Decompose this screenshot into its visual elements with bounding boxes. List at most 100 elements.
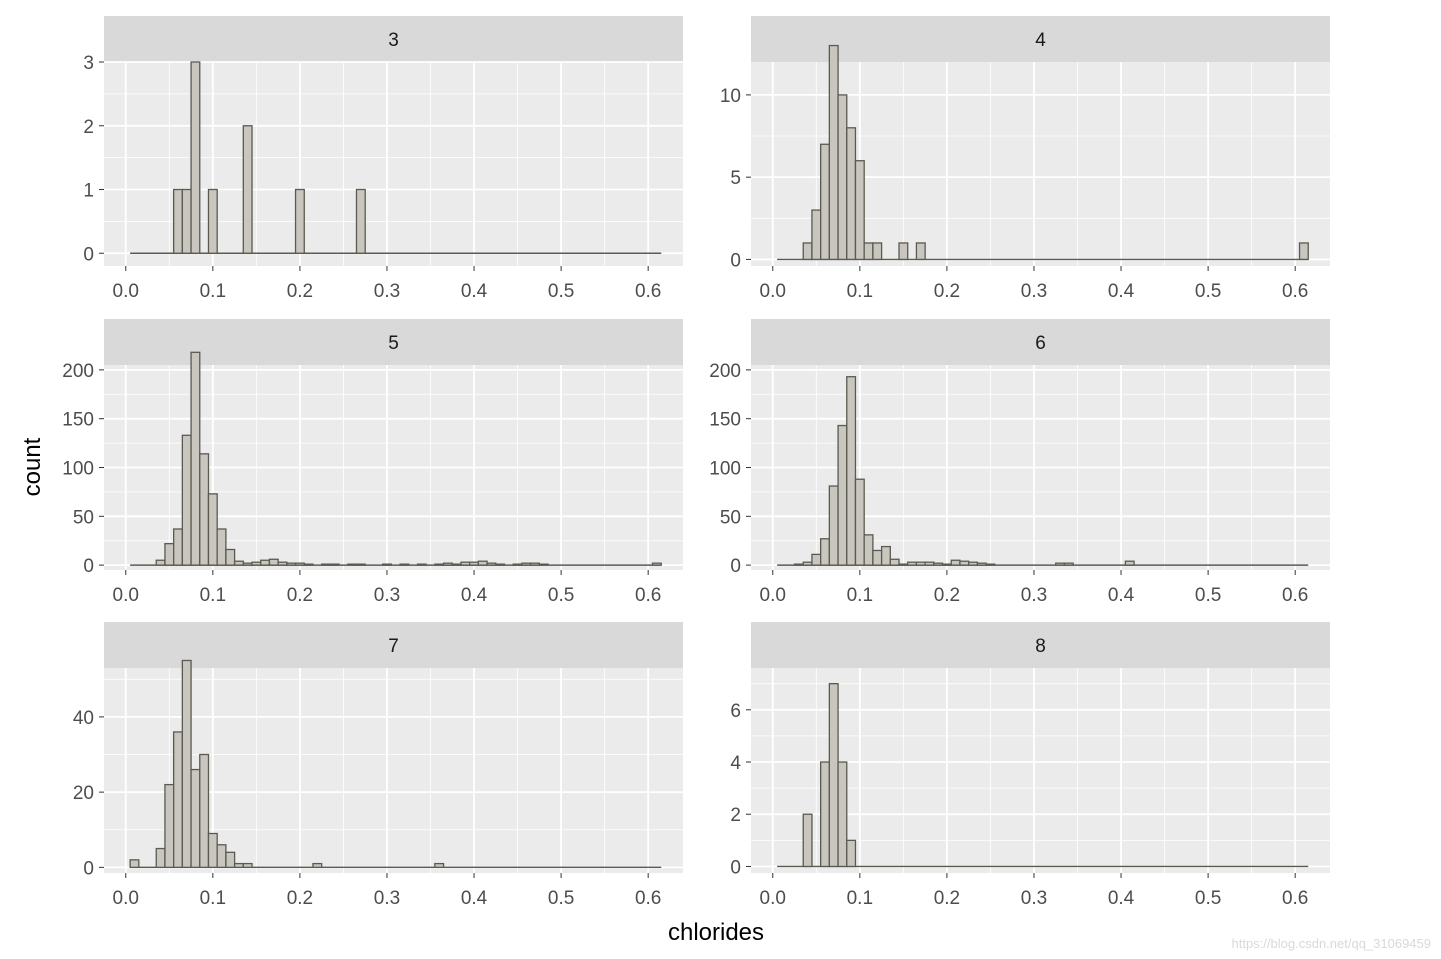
histogram-bar <box>294 188 305 254</box>
x-tick-label: 0.2 <box>934 281 960 302</box>
histogram-bar <box>225 851 236 869</box>
histogram-bar <box>1124 560 1135 566</box>
histogram-bar <box>941 563 952 566</box>
histogram-bar <box>521 562 532 566</box>
facet-strip-label: 7 <box>388 636 399 657</box>
y-tick-label: 1 <box>83 181 94 202</box>
histogram-bar <box>347 563 358 566</box>
y-tick-label: 0 <box>83 556 94 577</box>
y-tick-label: 0 <box>730 556 741 577</box>
histogram-bar <box>286 562 297 566</box>
histogram-bar <box>155 847 166 869</box>
facet-strip-6 <box>751 319 1330 365</box>
histogram-bar <box>181 434 192 566</box>
y-tick-label: 0 <box>730 857 741 878</box>
histogram-bar <box>329 563 340 566</box>
histogram-bar <box>968 561 979 566</box>
x-tick-label: 0.2 <box>287 888 313 909</box>
histogram-bar <box>173 731 184 869</box>
histogram-bar <box>820 538 831 566</box>
x-tick-label: 0.5 <box>548 281 574 302</box>
facet-strip-7 <box>104 622 683 668</box>
histogram-bar <box>442 562 453 566</box>
x-tick-label: 0.2 <box>287 585 313 606</box>
x-tick-label: 0.4 <box>461 888 488 909</box>
y-tick-label: 4 <box>730 753 741 774</box>
histogram-bar <box>216 844 227 869</box>
x-tick-label: 0.1 <box>200 888 226 909</box>
histogram-bar <box>837 94 848 261</box>
histogram-bar <box>451 563 462 566</box>
x-tick-label: 0.1 <box>200 281 226 302</box>
x-tick-label: 0.4 <box>461 281 488 302</box>
facet-strip-5 <box>104 319 683 365</box>
histogram-bar <box>820 761 831 868</box>
watermark-text: https://blog.csdn.net/qq_31069459 <box>1231 936 1432 951</box>
y-tick-label: 20 <box>73 783 94 804</box>
x-tick-label: 0.2 <box>934 585 960 606</box>
y-axis-title: count <box>19 437 46 496</box>
histogram-bar <box>907 561 918 566</box>
histogram-bar <box>155 559 166 566</box>
histogram-bar <box>277 561 288 566</box>
histogram-bar <box>898 563 909 566</box>
histogram-bar <box>950 559 961 566</box>
x-tick-label: 0.6 <box>635 281 661 302</box>
y-tick-label: 6 <box>730 701 741 722</box>
histogram-bar <box>164 783 175 869</box>
histogram-bar <box>190 351 201 566</box>
histogram-bar <box>268 558 279 566</box>
x-tick-label: 0.3 <box>374 281 400 302</box>
x-tick-label: 0.3 <box>1021 585 1047 606</box>
histogram-bar <box>933 562 944 566</box>
panel-background-8 <box>751 668 1330 873</box>
x-tick-label: 0.2 <box>934 888 960 909</box>
histogram-bar <box>880 545 891 566</box>
y-tick-label: 150 <box>62 410 94 431</box>
x-tick-label: 0.2 <box>287 281 313 302</box>
y-tick-label: 200 <box>709 361 741 382</box>
histogram-bar <box>837 761 848 868</box>
histogram-bar <box>898 242 909 261</box>
histogram-bar <box>460 561 471 566</box>
histogram-bar <box>495 563 506 566</box>
x-tick-label: 0.3 <box>1021 281 1047 302</box>
x-tick-label: 0.6 <box>635 585 661 606</box>
y-tick-label: 3 <box>83 53 94 74</box>
x-tick-label: 0.6 <box>1282 585 1308 606</box>
histogram-bar <box>303 563 314 566</box>
y-tick-label: 2 <box>83 117 94 138</box>
y-tick-label: 100 <box>709 459 741 480</box>
y-tick-label: 0 <box>730 250 741 271</box>
x-tick-label: 0.6 <box>1282 281 1308 302</box>
x-tick-label: 0.0 <box>113 585 139 606</box>
x-tick-label: 0.6 <box>635 888 661 909</box>
x-tick-label: 0.5 <box>548 585 574 606</box>
y-tick-label: 200 <box>62 361 94 382</box>
x-tick-label: 0.3 <box>374 888 400 909</box>
histogram-bar <box>164 542 175 566</box>
histogram-bar <box>190 768 201 869</box>
histogram-bar <box>233 560 244 566</box>
histogram-bar <box>872 549 883 566</box>
x-tick-label: 0.1 <box>200 585 226 606</box>
histogram-bar <box>242 125 253 254</box>
histogram-bar <box>486 562 497 566</box>
facet-strip-4 <box>751 16 1330 62</box>
x-tick-label: 0.5 <box>1195 281 1221 302</box>
histogram-bar <box>173 528 184 566</box>
histogram-bar <box>846 839 857 868</box>
x-tick-label: 0.1 <box>847 585 873 606</box>
y-tick-label: 150 <box>709 410 741 431</box>
histogram-bar <box>1055 562 1066 566</box>
histogram-bar <box>207 493 218 566</box>
histogram-bar <box>846 127 857 261</box>
histogram-bar <box>828 683 839 868</box>
histogram-bar <box>399 563 410 566</box>
histogram-bar <box>181 659 192 869</box>
histogram-bar <box>1298 242 1309 261</box>
facet-strip-8 <box>751 622 1330 668</box>
histogram-bar <box>225 548 236 566</box>
y-tick-label: 50 <box>73 507 94 528</box>
